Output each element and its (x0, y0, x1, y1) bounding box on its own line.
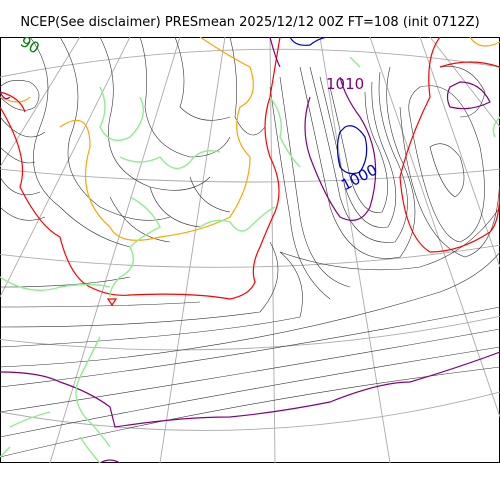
isobar-1010 (0, 37, 500, 463)
isobar-orange (0, 37, 500, 241)
pressure-map: 1010 1000 90 (0, 37, 500, 463)
isobar-red (0, 37, 500, 307)
contour-label-1010: 1010 (326, 75, 364, 93)
coastline (0, 56, 500, 463)
map-title: NCEP(See disclaimer) PRESmean 2025/12/12… (20, 15, 480, 30)
isobar-1000 (289, 37, 368, 175)
